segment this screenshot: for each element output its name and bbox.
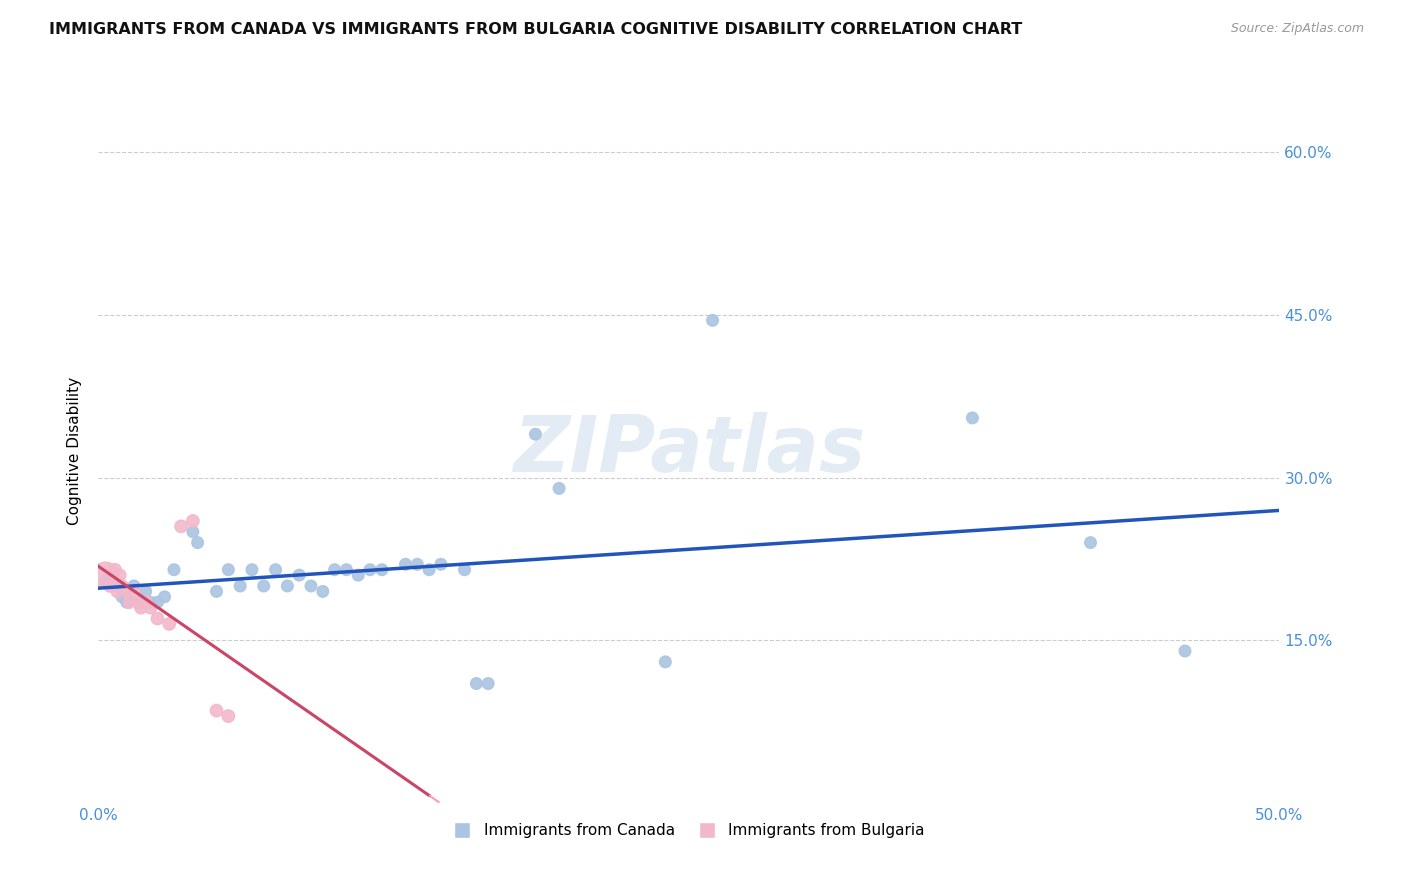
Point	[205, 584, 228, 599]
Point	[359, 563, 381, 577]
Point	[702, 313, 724, 327]
Point	[288, 568, 311, 582]
Point	[94, 568, 117, 582]
Point	[477, 676, 499, 690]
Point	[118, 595, 141, 609]
Point	[153, 590, 176, 604]
Point	[453, 563, 475, 577]
Point	[1080, 535, 1102, 549]
Point	[1174, 644, 1197, 658]
Point	[157, 616, 180, 631]
Point	[299, 579, 322, 593]
Text: Source: ZipAtlas.com: Source: ZipAtlas.com	[1230, 22, 1364, 36]
Point	[962, 411, 984, 425]
Point	[347, 568, 370, 582]
Point	[394, 558, 416, 572]
Point	[276, 579, 298, 593]
Legend: Immigrants from Canada, Immigrants from Bulgaria: Immigrants from Canada, Immigrants from …	[447, 817, 931, 845]
Point	[430, 558, 453, 572]
Text: IMMIGRANTS FROM CANADA VS IMMIGRANTS FROM BULGARIA COGNITIVE DISABILITY CORRELAT: IMMIGRANTS FROM CANADA VS IMMIGRANTS FRO…	[49, 22, 1022, 37]
Point	[205, 704, 228, 718]
Point	[105, 584, 128, 599]
Y-axis label: Cognitive Disability: Cognitive Disability	[67, 376, 83, 524]
Point	[98, 579, 121, 593]
Point	[122, 584, 145, 599]
Point	[264, 563, 287, 577]
Point	[111, 579, 134, 593]
Point	[524, 427, 547, 442]
Point	[217, 709, 239, 723]
Point	[181, 524, 204, 539]
Point	[115, 595, 138, 609]
Point	[135, 595, 157, 609]
Point	[323, 563, 346, 577]
Point	[111, 590, 134, 604]
Point	[135, 584, 157, 599]
Point	[217, 563, 239, 577]
Point	[253, 579, 276, 593]
Point	[187, 535, 209, 549]
Point	[163, 563, 186, 577]
Point	[108, 568, 131, 582]
Point	[465, 676, 488, 690]
Point	[371, 563, 394, 577]
Point	[105, 579, 128, 593]
Point	[312, 584, 335, 599]
Point	[104, 563, 127, 577]
Point	[181, 514, 204, 528]
Point	[139, 595, 162, 609]
Point	[128, 595, 150, 609]
Point	[170, 519, 193, 533]
Point	[335, 563, 357, 577]
Point	[548, 482, 571, 496]
Point	[229, 579, 252, 593]
Point	[240, 563, 263, 577]
Point	[418, 563, 440, 577]
Point	[94, 574, 117, 588]
Point	[146, 595, 169, 609]
Point	[654, 655, 676, 669]
Point	[129, 600, 152, 615]
Point	[115, 584, 138, 599]
Point	[122, 579, 145, 593]
Point	[406, 558, 429, 572]
Text: ZIPatlas: ZIPatlas	[513, 412, 865, 489]
Point	[139, 600, 162, 615]
Point	[146, 611, 169, 625]
Point	[129, 595, 152, 609]
